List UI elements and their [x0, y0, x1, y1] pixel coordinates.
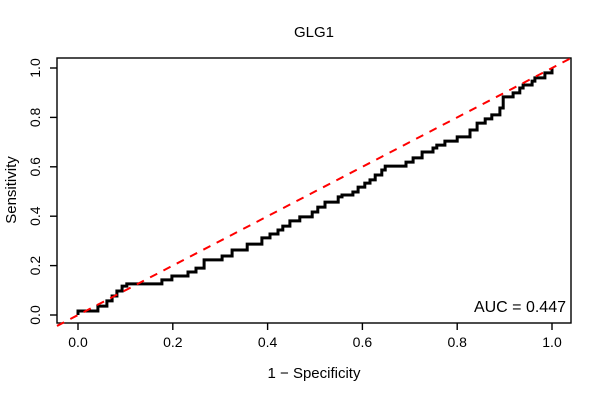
y-tick-label: 0.6 [27, 157, 43, 177]
x-tick-label: 0.4 [258, 334, 278, 350]
chart-title: GLG1 [294, 24, 334, 41]
x-tick-label: 0.6 [353, 334, 373, 350]
x-tick-label: 1.0 [542, 334, 562, 350]
chance-diagonal-line [56, 57, 572, 327]
x-tick-label: 0.8 [447, 334, 467, 350]
auc-annotation: AUC = 0.447 [474, 299, 566, 316]
axes: 0.0 0.2 0.4 0.6 0.8 1.0 0.0 0.2 0.4 0.6 0.8 1.0 [27, 58, 562, 350]
y-axis-label: Sensitivity [3, 156, 20, 224]
x-tick-label: 0.0 [68, 334, 88, 350]
y-tick-label: 0.4 [27, 206, 43, 226]
y-tick-label: 0.0 [27, 305, 43, 325]
y-tick-label: 0.8 [27, 107, 43, 127]
x-tick-label: 0.2 [163, 334, 183, 350]
x-axis-label: 1 − Specificity [268, 365, 361, 382]
y-tick-label: 0.2 [27, 256, 43, 276]
plot-box [56, 57, 572, 324]
roc-curve [76, 68, 554, 315]
y-tick-label: 1.0 [27, 58, 43, 78]
